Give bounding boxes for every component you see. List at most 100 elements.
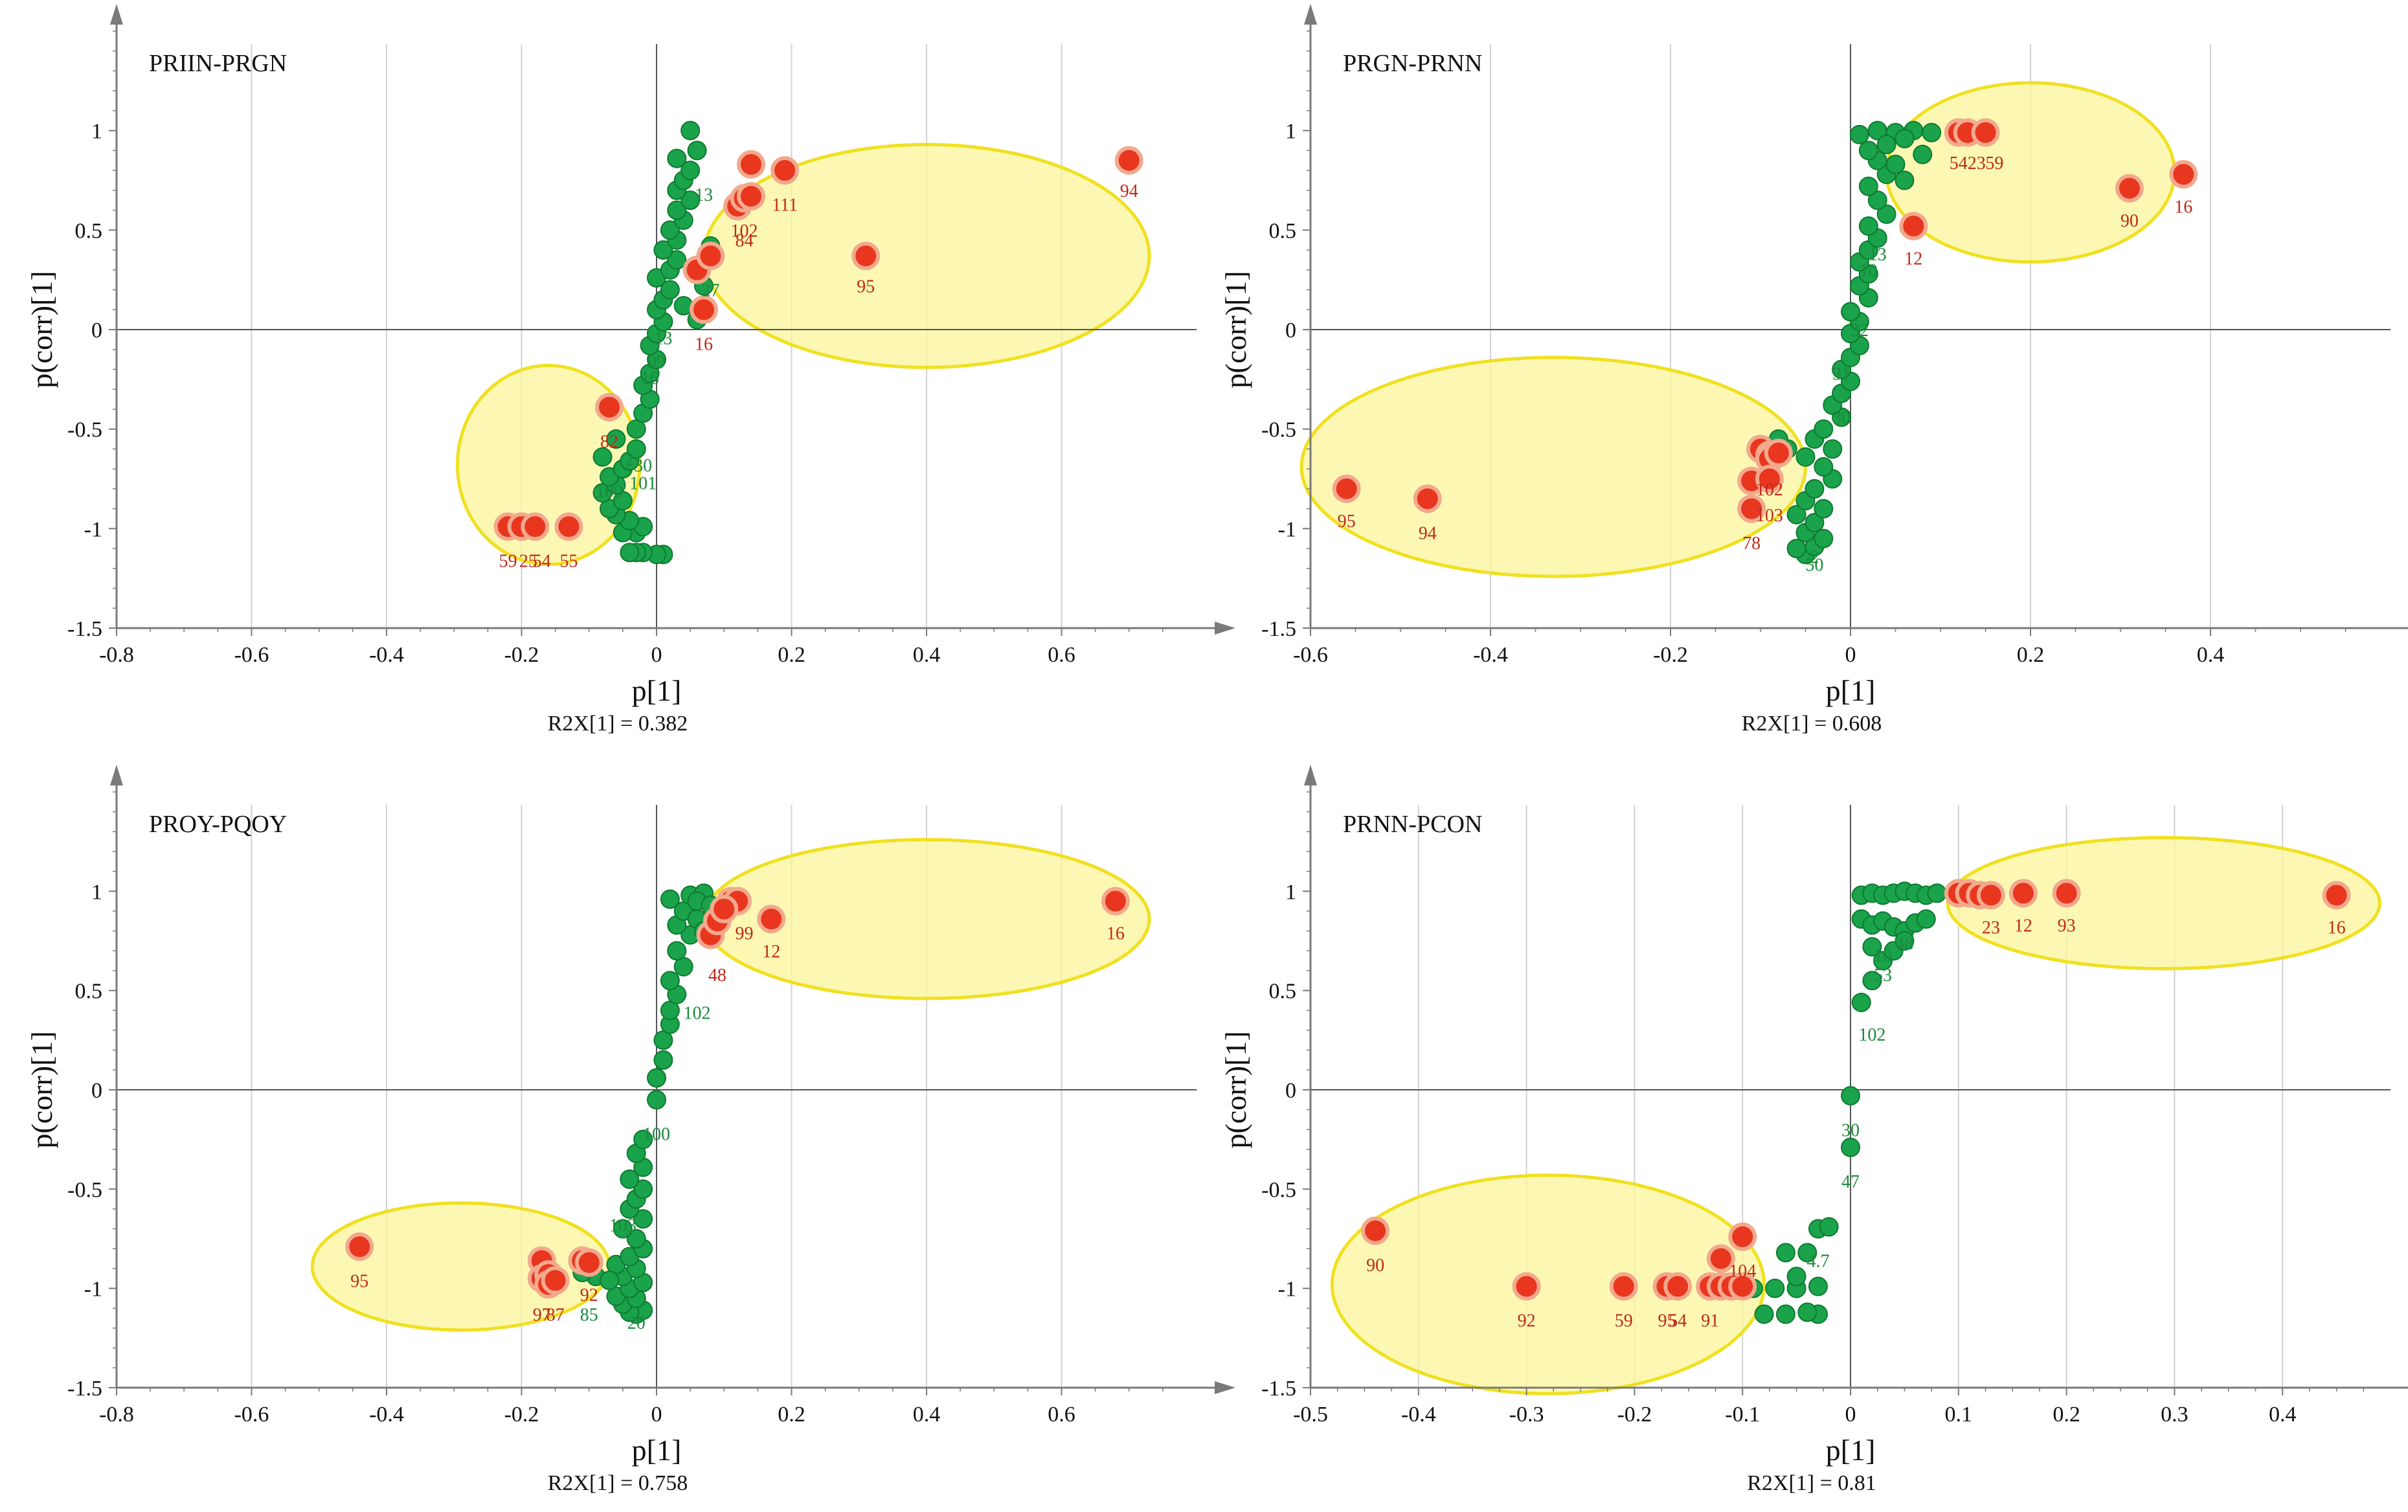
point-label: 94: [1120, 181, 1138, 201]
data-point-green: [667, 250, 687, 270]
x-tick-label: 0.4: [2269, 1403, 2297, 1427]
point-label: 95: [857, 276, 875, 297]
x-tick-label: -0.3: [1509, 1403, 1544, 1427]
point-label: 111: [772, 195, 798, 215]
point-label: 104: [1729, 1261, 1756, 1281]
y-tick-label: 0.5: [75, 219, 103, 243]
data-point-green: [653, 240, 673, 260]
point-label: 92: [1518, 1311, 1536, 1331]
x-axis-label: p[1]: [1826, 674, 1876, 707]
point-label: 95: [350, 1271, 368, 1291]
point-label: 102: [1756, 480, 1783, 500]
data-point-green: [633, 1129, 653, 1149]
data-point-green: [633, 1179, 653, 1199]
data-point-green: [620, 543, 640, 563]
data-point-green: [633, 1209, 653, 1229]
point-label: 59: [1615, 1311, 1633, 1331]
chart-title: PRIIN-PRGN: [149, 50, 287, 77]
point-label: 27: [701, 281, 719, 301]
point-label: 54: [533, 552, 551, 572]
data-point-green: [667, 148, 687, 168]
x-tick-label: 0.4: [2197, 643, 2225, 667]
data-point-red: [2115, 174, 2144, 203]
data-point-green: [687, 141, 707, 161]
data-point-green: [667, 941, 687, 961]
point-label: 16: [695, 335, 713, 355]
point-label: 100: [596, 482, 623, 502]
point-label: 16: [1107, 924, 1125, 944]
chart-title: PRNN-PCON: [1343, 811, 1482, 838]
point-label: 5423: [1950, 153, 1986, 174]
data-point-green: [1876, 135, 1896, 155]
data-point-red: [595, 392, 624, 422]
point-label: 78: [1742, 534, 1761, 554]
data-point-green: [626, 439, 646, 459]
point-label: 30: [634, 456, 652, 476]
data-point-green: [1786, 539, 1806, 559]
data-point-green: [1775, 1304, 1795, 1324]
point-label: 4.7: [1806, 1252, 1829, 1272]
chart-title: PRGN-PRNN: [1343, 50, 1482, 77]
data-point-green: [1814, 457, 1834, 477]
data-point-green: [681, 161, 701, 181]
y-tick-label: -1: [84, 517, 102, 541]
point-label: 54: [1669, 1311, 1687, 1331]
data-point-red: [1609, 1272, 1638, 1301]
x-tick-label: 0.2: [2053, 1403, 2080, 1427]
x-tick-label: -0.8: [99, 643, 134, 667]
x-tick-label: -0.2: [504, 643, 539, 667]
point-label: 95: [1658, 1311, 1676, 1331]
point-label: 102: [731, 221, 758, 241]
point-label: 90: [1366, 1256, 1384, 1276]
data-point-green: [667, 200, 687, 220]
data-point-red: [541, 1266, 570, 1295]
data-point-red: [1706, 1244, 1735, 1273]
data-point-green: [1913, 144, 1933, 164]
y-tick-label: 0: [1285, 319, 1296, 343]
y-tick-label: -1: [1278, 1278, 1296, 1302]
data-point-red: [710, 894, 739, 923]
data-point-red: [345, 1232, 374, 1261]
x-tick-label: -0.1: [1725, 1403, 1760, 1427]
x-tick-label: -0.4: [369, 1403, 404, 1427]
point-label: 101: [629, 474, 657, 494]
x-tick-label: 0.2: [778, 643, 805, 667]
point-label: 87: [546, 1305, 565, 1326]
data-point-green: [1808, 1276, 1828, 1296]
data-point-red: [1755, 464, 1784, 493]
x-tick-label: 0: [651, 643, 662, 667]
x-tick-label: 0: [651, 1403, 662, 1427]
point-label: 102: [1858, 1025, 1885, 1045]
x-tick-label: 0.4: [913, 1403, 941, 1427]
data-point-red: [736, 182, 765, 211]
data-point-green: [606, 429, 626, 449]
data-point-red: [696, 242, 725, 271]
data-point-red: [2169, 160, 2198, 189]
point-label: 2: [625, 450, 634, 470]
y-tick-label: -1.5: [1261, 1377, 1296, 1401]
x-tick-label: 0: [1845, 1403, 1856, 1427]
point-label: 90: [2121, 211, 2139, 231]
point-label: 59: [1985, 153, 2003, 174]
y-tick-label: 1: [91, 880, 102, 904]
x-axis-arrow: [1215, 622, 1235, 635]
x-tick-label: 0.2: [2017, 643, 2045, 667]
y-tick-label: 0.5: [75, 980, 103, 1004]
highlight-ellipse: [310, 1201, 611, 1332]
data-point-green: [1849, 124, 1869, 144]
y-axis-label: p(corr)[1]: [1219, 271, 1252, 388]
y-tick-label: 0.5: [1269, 219, 1297, 243]
x-tick-label: 0.1: [1945, 1403, 1973, 1427]
y-tick-label: 1: [91, 120, 102, 144]
point-label: 20: [627, 1313, 646, 1333]
y-tick-label: 1: [1285, 120, 1296, 144]
y-tick-label: 0: [1285, 1079, 1296, 1103]
y-tick-label: 1: [1285, 880, 1296, 904]
data-point-red: [1971, 118, 2000, 147]
chart-panel-3: -0.8 -0.6 -0.4 -0.2 0 0.2 0.4 0.6 -1.5 -1 -0.5 0 0.5…: [25, 765, 1235, 1495]
data-point-green: [681, 120, 701, 141]
data-point-green: [592, 447, 613, 467]
data-point-green: [647, 1068, 666, 1088]
data-point-green: [660, 220, 680, 240]
r2x-caption: R2X[1] = 0.608: [1742, 712, 1882, 736]
